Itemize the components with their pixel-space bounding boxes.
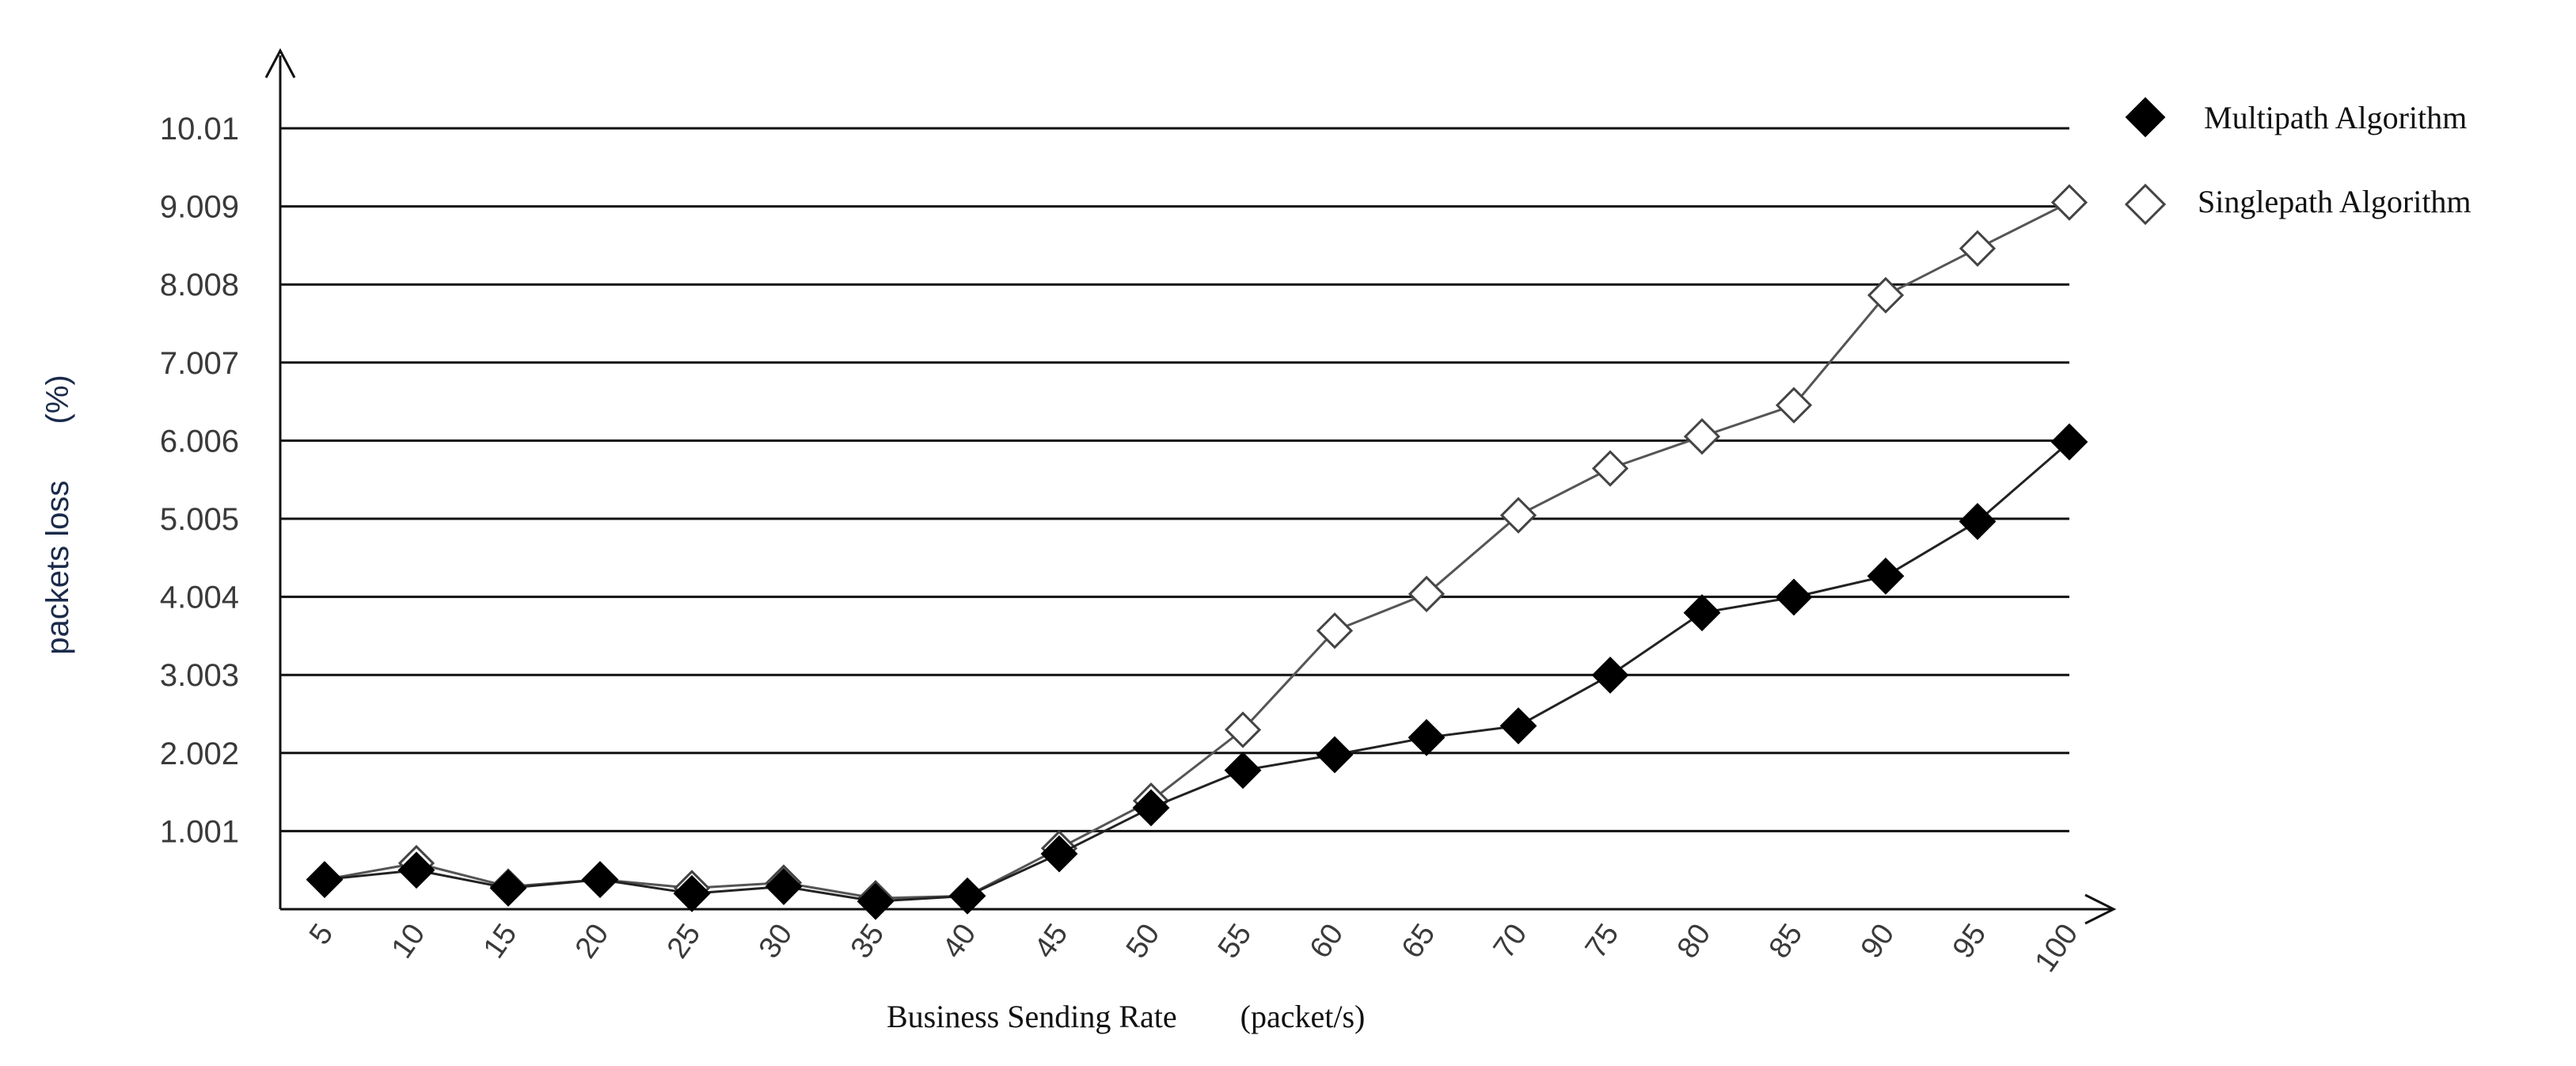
data-point-singlepath xyxy=(1683,417,1721,455)
y-tick-label: 7.007 xyxy=(160,346,239,381)
legend-label-multipath: Multipath Algorithm xyxy=(2204,100,2467,135)
x-tick-label: 60 xyxy=(1304,918,1351,965)
legend-marker-multipath xyxy=(2125,97,2166,138)
x-tick-label: 70 xyxy=(1487,918,1534,965)
x-tick-labels: 5 10 15 20 25 30 35 40 45 50 55 60 65 70 75 80 85 90 95 100 xyxy=(303,918,2085,978)
data-point-multipath xyxy=(1959,503,1997,540)
data-point-multipath xyxy=(1040,835,1078,873)
y-tick-label: 4.004 xyxy=(160,581,239,615)
y-axis-label: packets loss (%) xyxy=(40,375,75,654)
data-point-multipath xyxy=(1867,557,1905,595)
x-tick-label: 95 xyxy=(1947,918,1993,965)
x-tick-label: 55 xyxy=(1212,918,1259,965)
x-tick-label: 85 xyxy=(1763,918,1810,965)
legend-item-singlepath: Singlepath Algorithm xyxy=(2124,183,2472,226)
data-point-multipath xyxy=(857,882,895,920)
data-point-multipath xyxy=(306,861,344,898)
data-point-multipath xyxy=(581,861,619,898)
x-axis-label: Business Sending Rate (packet/s) xyxy=(887,999,1365,1034)
data-point-multipath xyxy=(489,869,527,907)
data-point-multipath xyxy=(1591,657,1629,694)
data-point-multipath xyxy=(1683,594,1721,632)
x-tick-label: 25 xyxy=(661,918,708,965)
y-tick-labels: 1.001 2.002 3.003 4.004 5.005 6.006 7.007 8.008… xyxy=(160,112,239,849)
y-tick-label: 6.006 xyxy=(160,424,239,459)
legend-item-multipath: Multipath Algorithm xyxy=(2125,97,2467,138)
legend-label-singlepath: Singlepath Algorithm xyxy=(2198,184,2472,219)
x-tick-label: 30 xyxy=(753,918,800,965)
grid-lines xyxy=(280,127,2069,832)
x-tick-label: 65 xyxy=(1396,918,1442,965)
x-tick-label: 45 xyxy=(1028,918,1075,965)
series-layer xyxy=(306,184,2088,920)
x-tick-label: 90 xyxy=(1855,918,1902,965)
data-point-multipath xyxy=(1132,789,1170,827)
x-tick-label: 75 xyxy=(1579,918,1626,965)
x-tick-label: 10 xyxy=(386,918,432,965)
y-axis-title: packets loss xyxy=(40,481,75,655)
x-tick-label: 50 xyxy=(1120,918,1167,965)
legend-marker-singlepath xyxy=(2124,183,2167,226)
x-axis-arrow xyxy=(2084,893,2117,925)
x-tick-label: 15 xyxy=(477,918,524,965)
y-axis-arrow xyxy=(264,48,296,78)
y-axis-unit: (%) xyxy=(40,375,75,424)
data-point-singlepath xyxy=(1775,386,1813,424)
y-tick-label: 2.002 xyxy=(160,737,239,771)
y-tick-label: 3.003 xyxy=(160,658,239,693)
y-tick-label: 1.001 xyxy=(160,814,239,849)
data-point-multipath xyxy=(673,874,711,912)
data-point-singlepath xyxy=(1224,711,1262,748)
data-point-singlepath xyxy=(1591,450,1629,487)
data-point-multipath xyxy=(765,868,803,905)
x-tick-label: 35 xyxy=(845,918,891,965)
data-point-multipath xyxy=(2050,423,2088,461)
data-point-multipath xyxy=(1775,578,1813,616)
y-tick-label: 9.009 xyxy=(160,190,239,225)
x-axis-unit: (packet/s) xyxy=(1241,999,1366,1034)
data-point-singlepath xyxy=(1867,276,1905,314)
data-point-multipath xyxy=(1408,718,1446,756)
x-tick-label: 5 xyxy=(303,918,340,950)
data-point-singlepath xyxy=(1959,230,1997,267)
data-point-singlepath xyxy=(1499,497,1537,534)
axes xyxy=(264,48,2117,925)
x-axis-title: Business Sending Rate xyxy=(887,999,1177,1034)
y-tick-label: 10.01 xyxy=(160,112,239,147)
data-point-multipath xyxy=(948,877,986,915)
data-point-multipath xyxy=(1224,752,1262,790)
series-line-multipath xyxy=(324,440,2070,903)
data-point-singlepath xyxy=(1316,612,1354,649)
data-point-multipath xyxy=(397,851,435,889)
x-tick-label: 40 xyxy=(937,918,983,965)
x-tick-label: 80 xyxy=(1671,918,1718,965)
series-multipath xyxy=(306,423,2088,920)
data-point-singlepath xyxy=(2050,184,2088,221)
x-tick-label: 100 xyxy=(2029,918,2085,978)
data-point-multipath xyxy=(1499,707,1537,744)
legend: Multipath Algorithm Singlepath Algorithm xyxy=(2124,97,2472,226)
series-singlepath xyxy=(306,184,2088,917)
y-tick-label: 8.008 xyxy=(160,268,239,303)
series-line-singlepath xyxy=(324,201,2070,900)
y-tick-label: 5.005 xyxy=(160,502,239,537)
data-point-multipath xyxy=(1316,736,1354,774)
data-point-singlepath xyxy=(1408,575,1446,613)
x-tick-label: 20 xyxy=(569,918,616,965)
